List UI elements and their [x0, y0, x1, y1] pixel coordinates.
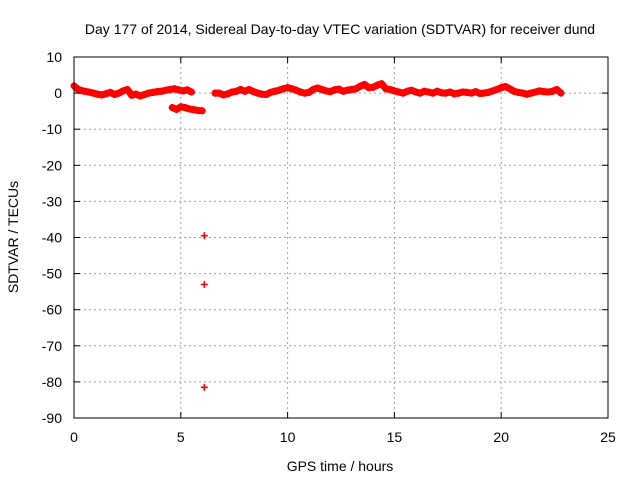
axis-ticks: 0 5 10 15 20 25 10 0 -10 -20 -30 -40 -50 -60 -70 -80 -90	[42, 49, 616, 445]
y-tick-label: -10	[42, 121, 62, 137]
chart-title: Day 177 of 2014, Sidereal Day-to-day VTE…	[85, 21, 595, 37]
y-tick-label: -40	[42, 230, 62, 246]
data-point	[200, 280, 208, 288]
x-axis-label: GPS time / hours	[287, 458, 394, 474]
data-band-segment	[183, 86, 195, 96]
data-band-segment	[553, 85, 565, 97]
x-tick-label: 15	[387, 429, 403, 445]
y-axis-label: SDTVAR / TECUs	[5, 181, 21, 293]
y-tick-label: -80	[42, 374, 62, 390]
grid	[74, 57, 608, 418]
y-tick-label: 10	[46, 49, 62, 65]
y-tick-label: -90	[42, 410, 62, 426]
x-tick-label: 20	[493, 429, 509, 445]
data-point	[200, 232, 208, 240]
x-tick-label: 5	[177, 429, 185, 445]
y-tick-label: -20	[42, 157, 62, 173]
y-tick-label: -50	[42, 266, 62, 282]
data-point	[200, 383, 208, 391]
data-points	[70, 80, 565, 391]
y-tick-label: -60	[42, 302, 62, 318]
x-tick-label: 0	[70, 429, 78, 445]
y-tick-label: -70	[42, 338, 62, 354]
y-tick-label: 0	[54, 85, 62, 101]
x-tick-label: 10	[280, 429, 296, 445]
y-tick-label: -30	[42, 193, 62, 209]
x-tick-label: 25	[600, 429, 616, 445]
